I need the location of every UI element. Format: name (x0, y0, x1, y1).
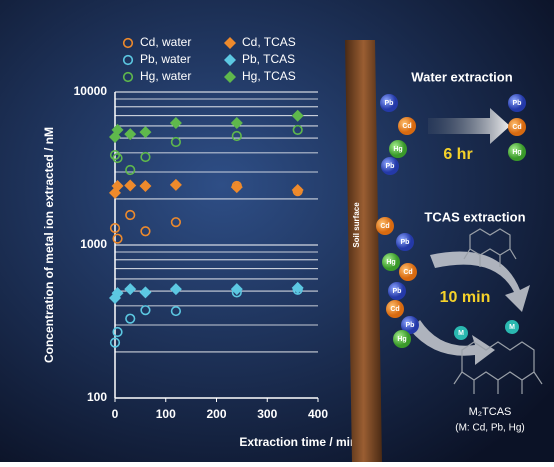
ion-label: Pb (406, 322, 415, 329)
ion-label: Hg (386, 259, 395, 266)
ion-label: Cd (512, 124, 521, 131)
legend-label: Hg, water (140, 69, 191, 83)
x-tick-label: 400 (308, 407, 328, 421)
x-tick-label: 100 (156, 407, 176, 421)
ion-label: Hg (512, 149, 521, 156)
ion-label: Cd (402, 123, 411, 130)
ion-label: Hg (393, 146, 402, 153)
y-axis-label: Concentration of metal ion extracted / n… (42, 127, 56, 363)
ion-label: Pb (401, 239, 410, 246)
metal-label: M (509, 324, 515, 331)
x-axis-label: Extraction time / min. (239, 435, 360, 449)
ion-label: Pb (386, 163, 395, 170)
tcas-title: TCAS extraction (424, 209, 525, 224)
legend-label: Pb, water (140, 52, 191, 66)
water-time: 6 hr (443, 146, 472, 163)
metal-label: M (458, 330, 464, 337)
tcas-time: 10 min (440, 289, 491, 306)
ion-label: Pb (513, 100, 522, 107)
product: M₂TCAS (469, 406, 512, 418)
ion-label: Cd (403, 269, 412, 276)
ion-label: Pb (393, 288, 402, 295)
legend-label: Cd, TCAS (242, 35, 296, 49)
ion-label: Cd (380, 223, 389, 230)
soil-label: Soil surface (352, 202, 361, 248)
legend-label: Pb, TCAS (242, 52, 295, 66)
y-tick-label: 1000 (80, 237, 107, 251)
y-tick-label: 10000 (74, 84, 108, 98)
ion-label: Pb (385, 100, 394, 107)
y-tick-label: 100 (87, 390, 107, 404)
legend-label: Cd, water (140, 35, 191, 49)
x-tick-label: 200 (206, 407, 226, 421)
x-tick-label: 300 (257, 407, 277, 421)
figure: Extraction time / min. Concentration of … (0, 0, 554, 462)
water-title: Water extraction (411, 69, 512, 84)
x-tick-label: 0 (112, 407, 119, 421)
ion-label: Cd (390, 306, 399, 313)
product-note: (M: Cd, Pb, Hg) (455, 423, 524, 434)
ion-label: Hg (397, 336, 406, 343)
legend-label: Hg, TCAS (242, 69, 296, 83)
